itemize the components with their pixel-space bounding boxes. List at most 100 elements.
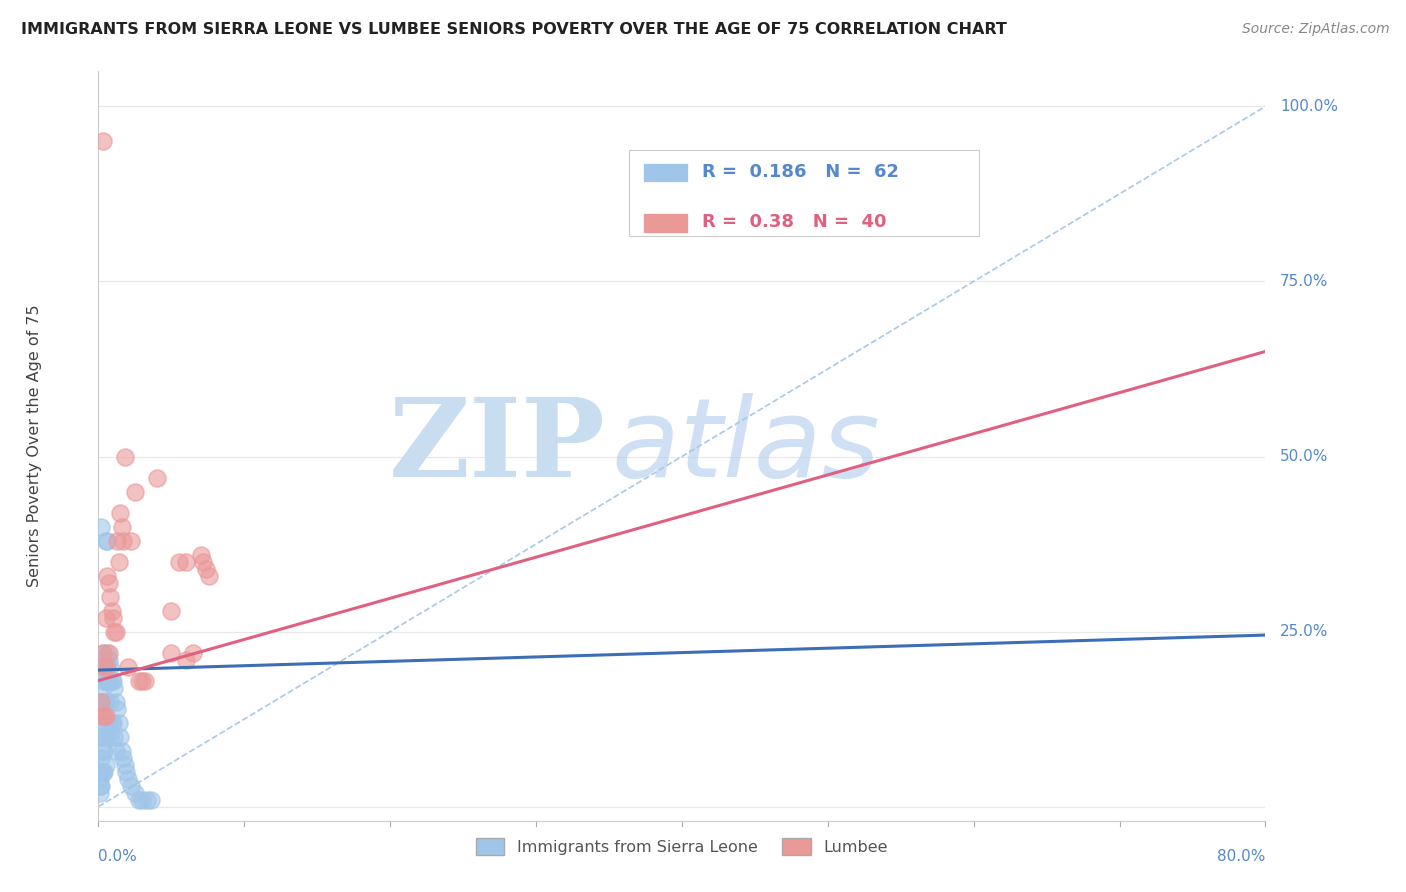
Point bbox=[91, 708, 114, 723]
Point bbox=[114, 757, 136, 772]
Point bbox=[96, 715, 118, 730]
Point bbox=[181, 646, 204, 660]
Point bbox=[90, 695, 112, 709]
Text: 25.0%: 25.0% bbox=[1279, 624, 1329, 639]
Point bbox=[89, 764, 111, 779]
Point bbox=[90, 519, 112, 533]
Point bbox=[108, 555, 131, 569]
Point bbox=[91, 695, 114, 709]
Point bbox=[97, 646, 120, 660]
Point bbox=[97, 652, 120, 666]
Point bbox=[120, 779, 142, 793]
Point bbox=[90, 764, 112, 779]
Point bbox=[117, 772, 139, 786]
Point bbox=[93, 659, 115, 673]
Point bbox=[124, 484, 146, 499]
Point bbox=[160, 603, 183, 617]
Point bbox=[134, 673, 156, 688]
Point bbox=[93, 695, 115, 709]
Point bbox=[91, 646, 114, 660]
Legend: Immigrants from Sierra Leone, Lumbee: Immigrants from Sierra Leone, Lumbee bbox=[470, 832, 894, 862]
Point bbox=[146, 470, 169, 484]
Text: 100.0%: 100.0% bbox=[1279, 99, 1339, 114]
Point bbox=[103, 681, 125, 695]
Text: 50.0%: 50.0% bbox=[1279, 449, 1329, 464]
Point bbox=[89, 772, 111, 786]
Point bbox=[90, 659, 112, 673]
Point bbox=[94, 533, 117, 548]
Point bbox=[110, 730, 132, 744]
Point bbox=[100, 715, 122, 730]
Point bbox=[103, 730, 125, 744]
Point bbox=[112, 533, 135, 548]
Text: atlas: atlas bbox=[612, 392, 880, 500]
Point bbox=[105, 533, 128, 548]
Point bbox=[124, 786, 146, 800]
Point bbox=[195, 561, 218, 575]
Point bbox=[167, 555, 190, 569]
Point bbox=[115, 764, 138, 779]
Point bbox=[101, 673, 124, 688]
Text: Seniors Poverty Over the Age of 75: Seniors Poverty Over the Age of 75 bbox=[27, 305, 42, 587]
Point bbox=[93, 764, 115, 779]
Point bbox=[91, 646, 114, 660]
Point bbox=[111, 519, 134, 533]
Point bbox=[96, 673, 118, 688]
Point bbox=[128, 792, 150, 806]
FancyBboxPatch shape bbox=[630, 150, 980, 236]
Point bbox=[105, 701, 128, 715]
Point bbox=[97, 575, 120, 590]
Point bbox=[139, 792, 162, 806]
Point bbox=[104, 743, 127, 757]
Point bbox=[93, 673, 115, 688]
Point bbox=[131, 673, 153, 688]
Point bbox=[93, 708, 115, 723]
Point bbox=[112, 750, 135, 764]
Point bbox=[135, 792, 157, 806]
Point bbox=[117, 659, 139, 673]
Point bbox=[110, 506, 132, 520]
Text: 75.0%: 75.0% bbox=[1279, 274, 1329, 289]
Point bbox=[94, 757, 117, 772]
Point bbox=[89, 786, 111, 800]
Point bbox=[174, 652, 197, 666]
Point bbox=[198, 568, 221, 582]
Point bbox=[89, 779, 111, 793]
Point bbox=[96, 533, 118, 548]
Text: R =  0.186   N =  62: R = 0.186 N = 62 bbox=[702, 163, 898, 181]
Point bbox=[96, 659, 118, 673]
Point bbox=[100, 673, 122, 688]
Point bbox=[90, 779, 112, 793]
Point bbox=[90, 695, 112, 709]
Point bbox=[98, 730, 121, 744]
Text: Source: ZipAtlas.com: Source: ZipAtlas.com bbox=[1241, 22, 1389, 37]
FancyBboxPatch shape bbox=[644, 163, 688, 182]
Point bbox=[91, 135, 114, 149]
FancyBboxPatch shape bbox=[644, 213, 688, 233]
Point bbox=[94, 610, 117, 624]
Point bbox=[193, 555, 215, 569]
Point bbox=[160, 646, 183, 660]
Point bbox=[91, 730, 114, 744]
Point bbox=[94, 730, 117, 744]
Point bbox=[190, 548, 212, 562]
Text: IMMIGRANTS FROM SIERRA LEONE VS LUMBEE SENIORS POVERTY OVER THE AGE OF 75 CORREL: IMMIGRANTS FROM SIERRA LEONE VS LUMBEE S… bbox=[21, 22, 1007, 37]
Point bbox=[128, 673, 150, 688]
Point bbox=[131, 792, 153, 806]
Point bbox=[98, 659, 121, 673]
Point bbox=[93, 743, 115, 757]
Text: R =  0.38   N =  40: R = 0.38 N = 40 bbox=[702, 213, 886, 231]
Text: 0.0%: 0.0% bbox=[98, 848, 138, 863]
Point bbox=[111, 743, 134, 757]
Point bbox=[174, 555, 197, 569]
Point bbox=[100, 603, 122, 617]
Point bbox=[91, 743, 114, 757]
Point bbox=[90, 750, 112, 764]
Point bbox=[108, 715, 131, 730]
Point bbox=[98, 590, 121, 604]
Point bbox=[91, 764, 114, 779]
Point bbox=[103, 624, 125, 639]
Text: ZIP: ZIP bbox=[389, 392, 606, 500]
Point bbox=[91, 708, 114, 723]
Point bbox=[97, 673, 120, 688]
